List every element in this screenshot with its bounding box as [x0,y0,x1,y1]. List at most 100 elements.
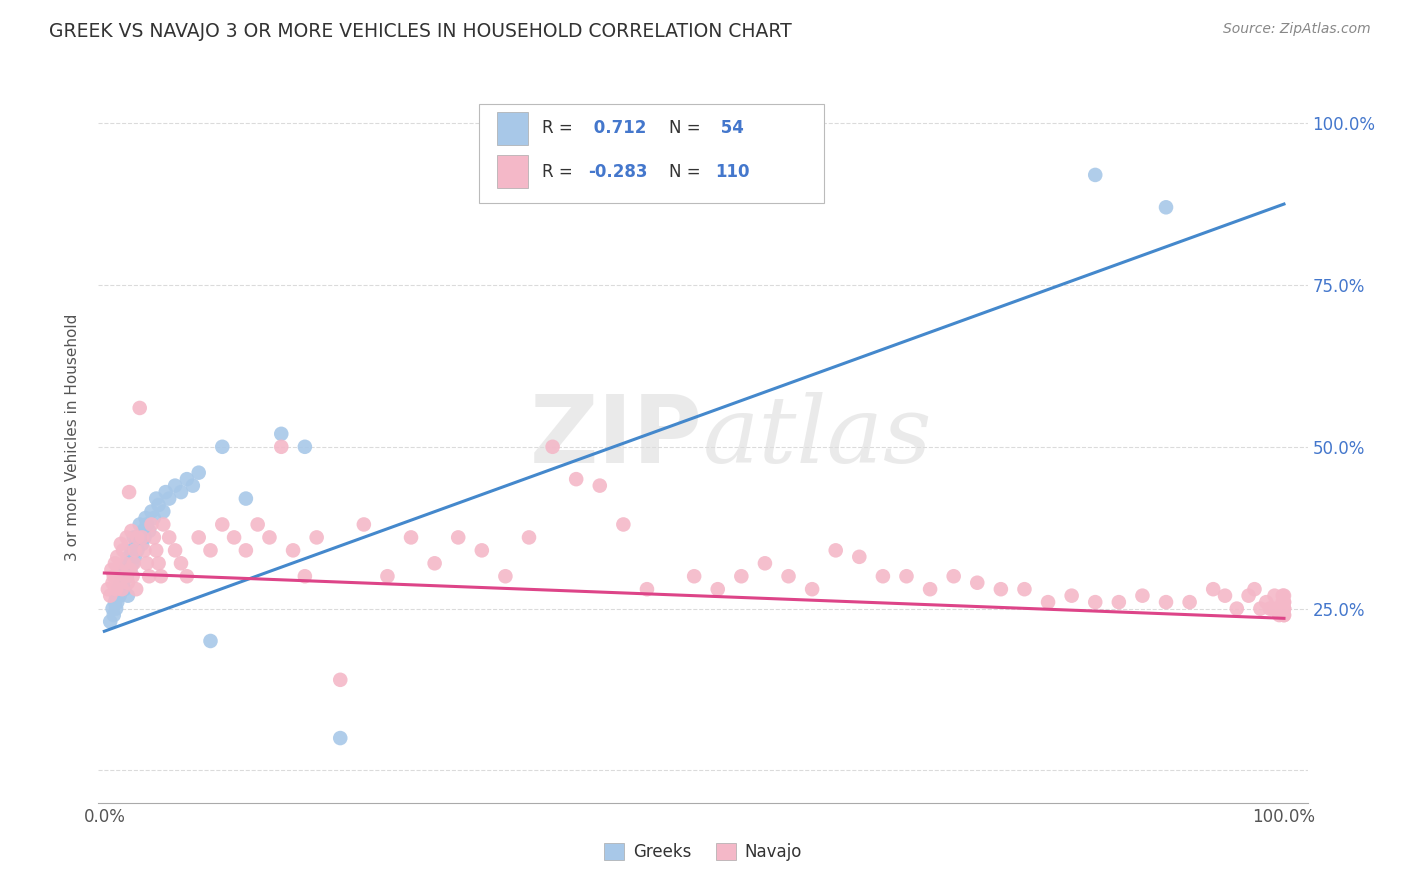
Point [966,575,988,590]
Point [165,543,187,558]
Point [211,517,233,532]
Point [114,569,136,583]
Text: -0.283: -0.283 [588,162,648,180]
Point [1271,601,1294,615]
Point [176,472,198,486]
Point [270,440,292,454]
Point [1014,582,1036,597]
Point [329,731,352,745]
Point [124,549,146,564]
Point [176,569,198,583]
Point [145,491,167,506]
Point [294,569,316,583]
Point [112,575,135,590]
Point [565,472,588,486]
Point [98,589,121,603]
Point [112,557,135,571]
Point [118,485,141,500]
Bar [498,112,527,145]
Point [108,575,131,590]
Point [122,557,145,571]
Point [1084,595,1107,609]
Point [148,498,170,512]
Point [259,530,281,544]
Point [1264,589,1286,603]
Text: N =: N = [669,162,706,180]
Point [896,569,918,583]
Text: 54: 54 [716,119,744,136]
Point [103,569,125,583]
Point [128,401,150,415]
Point [97,582,120,597]
Point [142,511,165,525]
Point [152,517,174,532]
Point [110,537,132,551]
Point [1261,601,1284,615]
Point [125,537,148,551]
Point [155,485,177,500]
Point [200,543,222,558]
Point [200,634,222,648]
Point [134,530,156,544]
Point [942,569,965,583]
Point [730,569,752,583]
Point [517,530,540,544]
Point [1272,595,1295,609]
Point [165,478,187,492]
Point [1272,608,1295,623]
Point [187,466,209,480]
Point [1272,595,1295,609]
Point [683,569,706,583]
Point [135,557,157,571]
Point [110,575,132,590]
Point [801,582,824,597]
Point [305,530,328,544]
Point [128,517,150,532]
Point [612,517,634,532]
Point [1154,200,1177,214]
Point [114,563,136,577]
Point [1265,601,1288,615]
Point [235,491,257,506]
Point [1272,589,1295,603]
Point [281,543,304,558]
Point [754,557,776,571]
Point [107,563,129,577]
Point [399,530,422,544]
Point [471,543,494,558]
Point [101,601,124,615]
Point [107,582,129,597]
Point [135,511,157,525]
Point [111,582,134,597]
Point [1178,595,1201,609]
Point [423,557,446,571]
Point [105,549,128,564]
Point [1249,601,1271,615]
Point [142,530,165,544]
Point [1108,595,1130,609]
Point [129,530,152,544]
Point [141,504,163,518]
Point [132,524,155,538]
Point [111,569,134,583]
Point [117,575,139,590]
Point [127,543,149,558]
Point [222,530,245,544]
Point [1256,595,1278,609]
Point [1271,589,1294,603]
Point [131,537,153,551]
Y-axis label: 3 or more Vehicles in Household: 3 or more Vehicles in Household [65,313,80,561]
Point [101,575,124,590]
Point [1213,589,1236,603]
Point [270,426,292,441]
Point [1272,601,1295,615]
FancyBboxPatch shape [479,104,824,203]
Point [1272,608,1295,623]
Point [105,601,128,615]
Point [104,557,127,571]
Bar [498,155,527,188]
Point [138,524,160,538]
Point [122,530,145,544]
Point [112,543,135,558]
Point [494,569,516,583]
